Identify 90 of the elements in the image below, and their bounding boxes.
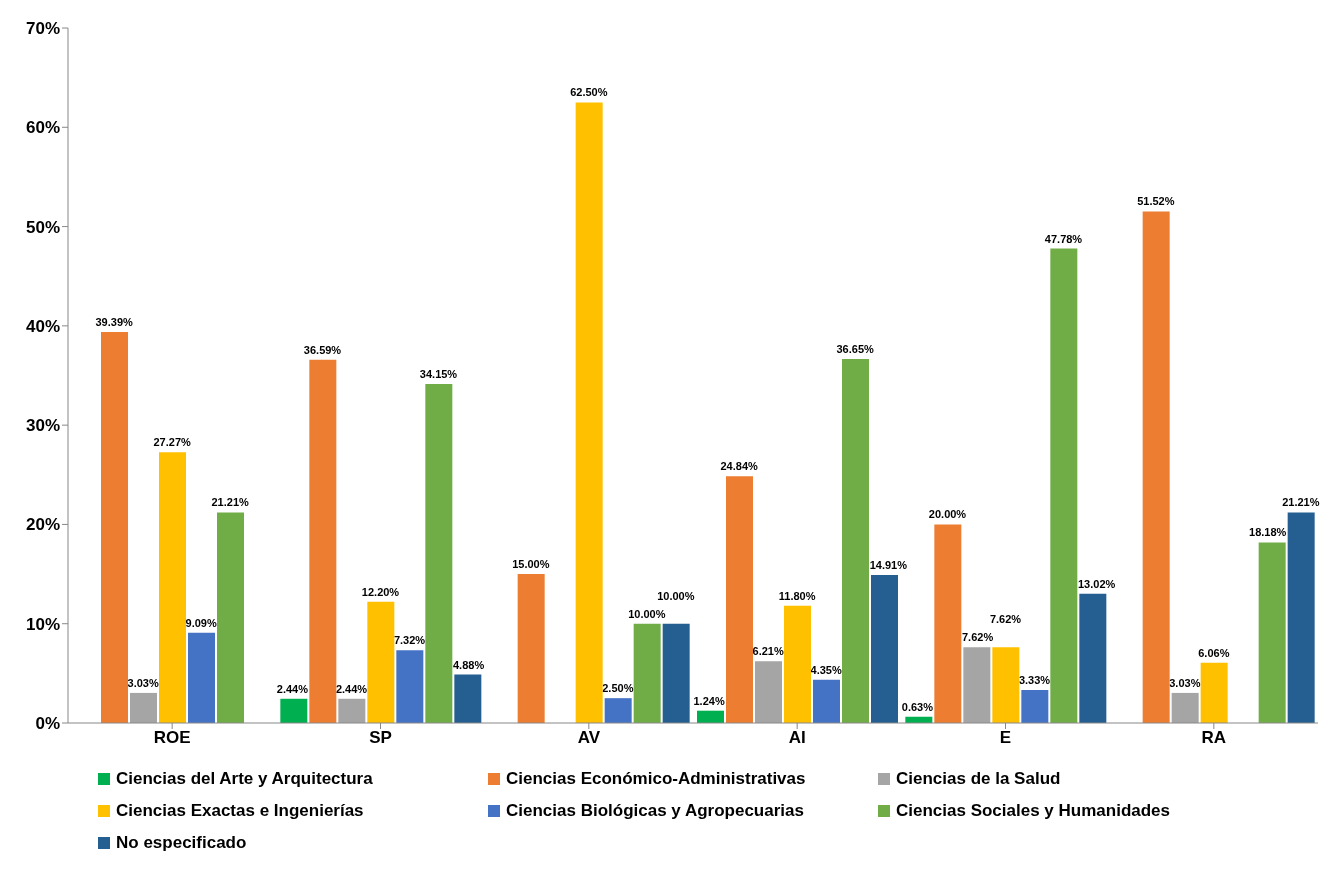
bar [1258,542,1286,723]
data-label: 15.00% [512,558,550,571]
bar [425,383,453,723]
y-tick-label: 70% [25,19,60,39]
data-label: 34.15% [419,367,458,380]
data-label: 4.35% [810,663,842,676]
data-label: 7.62% [961,631,994,644]
x-tick-label: ROE [153,728,191,748]
bar [1287,512,1315,723]
data-label: 12.20% [361,585,400,598]
bar [367,601,395,723]
y-tick-label: 50% [25,217,60,237]
data-label: 14.91% [869,558,908,571]
data-label: 10.00% [628,607,666,620]
bar [159,452,186,723]
bar [280,698,308,723]
legend-label: Ciencias de la Salud [896,768,1061,790]
bar [934,524,962,723]
data-label: 11.80% [778,589,816,602]
bar [1050,248,1078,723]
data-label: 0.63% [901,700,934,713]
data-label: 4.88% [452,658,485,671]
bar [188,632,215,723]
bar [1200,662,1228,723]
data-label: 39.39% [95,315,134,328]
x-tick-label: AI [788,728,806,748]
bar [755,661,782,723]
y-tick-label: 0% [35,714,60,734]
x-tick-label: SP [369,728,392,748]
data-label: 36.65% [836,343,875,356]
bar [1021,689,1049,723]
data-label: 13.02% [1077,577,1116,590]
bar [992,647,1020,723]
legend-label: Ciencias Sociales y Humanidades [896,800,1171,822]
bar [130,692,157,723]
data-label: 47.78% [1044,232,1083,245]
bar [309,359,337,723]
bar [842,359,869,723]
data-label: 9.09% [185,616,217,629]
y-tick-label: 20% [25,515,60,535]
data-label: 6.06% [1198,646,1230,659]
data-label: 36.59% [303,343,342,356]
data-label: 27.27% [153,436,192,449]
legend-label: Ciencias Biológicas y Agropecuarias [506,800,804,822]
bar [575,102,603,723]
y-tick-label: 30% [25,416,60,436]
x-tick-label: RA [1201,728,1227,748]
x-tick-label: E [999,728,1012,748]
data-label: 24.84% [720,460,759,473]
data-label: 2.44% [276,682,309,695]
bar [784,605,811,723]
bar [662,623,690,723]
y-tick-label: 40% [25,316,60,336]
data-label: 51.52% [1137,195,1175,208]
bar [633,623,661,723]
data-label: 7.62% [989,613,1022,626]
data-label: 18.18% [1249,526,1287,539]
bar [101,331,128,723]
legend-label: Ciencias Exactas e Ingenierías [116,800,364,822]
y-tick-label: 60% [25,118,60,138]
y-tick-label: 10% [25,614,60,634]
bar [604,698,632,723]
data-label: 3.03% [127,676,159,689]
bar [726,476,753,723]
data-label: 3.03% [1169,676,1201,689]
bar [396,650,424,723]
legend-label: Ciencias Económico-Administrativas [506,768,806,790]
legend-label: No especificado [116,832,247,854]
data-label: 20.00% [928,508,967,521]
bar [871,574,898,723]
data-label: 7.32% [393,634,426,647]
data-label: 1.24% [693,694,725,707]
bar [517,574,545,723]
bar [1079,593,1107,723]
bar [217,512,244,723]
bar [1142,211,1170,723]
bar [1171,692,1199,723]
bar [454,674,482,723]
bar [963,647,991,723]
x-tick-label: AV [577,728,601,748]
legend-label: Ciencias del Arte y Arquitectura [116,768,373,790]
data-label: 10.00% [657,589,695,602]
data-label: 21.21% [1282,496,1320,509]
data-label: 3.33% [1018,673,1051,686]
data-label: 21.21% [211,496,250,509]
data-label: 6.21% [752,645,784,658]
data-label: 62.50% [570,86,608,99]
data-label: 2.44% [335,682,368,695]
bar [813,679,840,723]
bar [338,698,366,723]
